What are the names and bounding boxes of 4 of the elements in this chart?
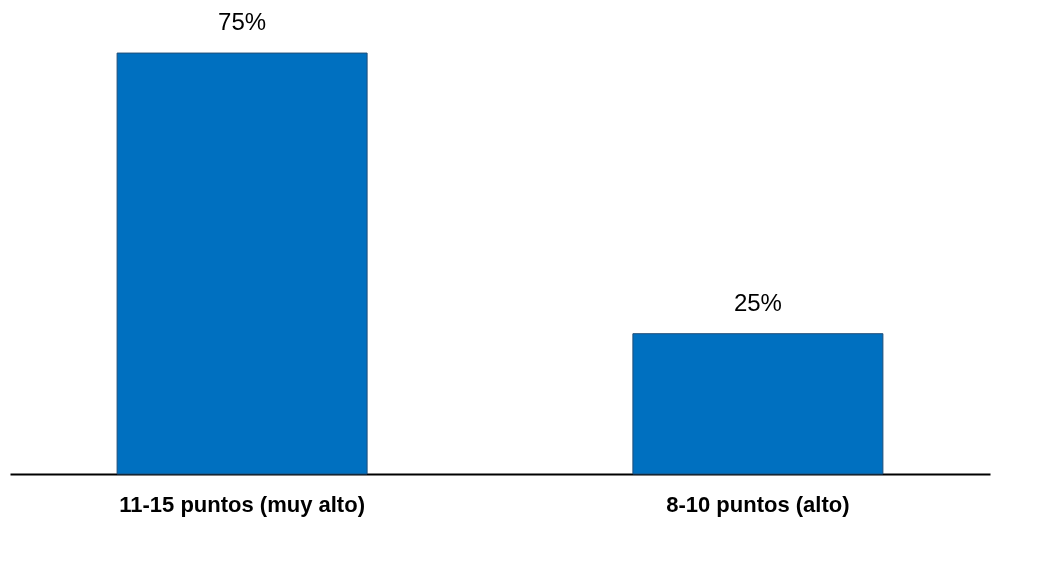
data-label: 25% [733,288,782,316]
data-label: 75% [218,8,267,36]
x-tick-label: 8-10 puntos (alto) [666,491,850,517]
x-tick-label: 11-15 puntos (muy alto) [119,491,365,517]
